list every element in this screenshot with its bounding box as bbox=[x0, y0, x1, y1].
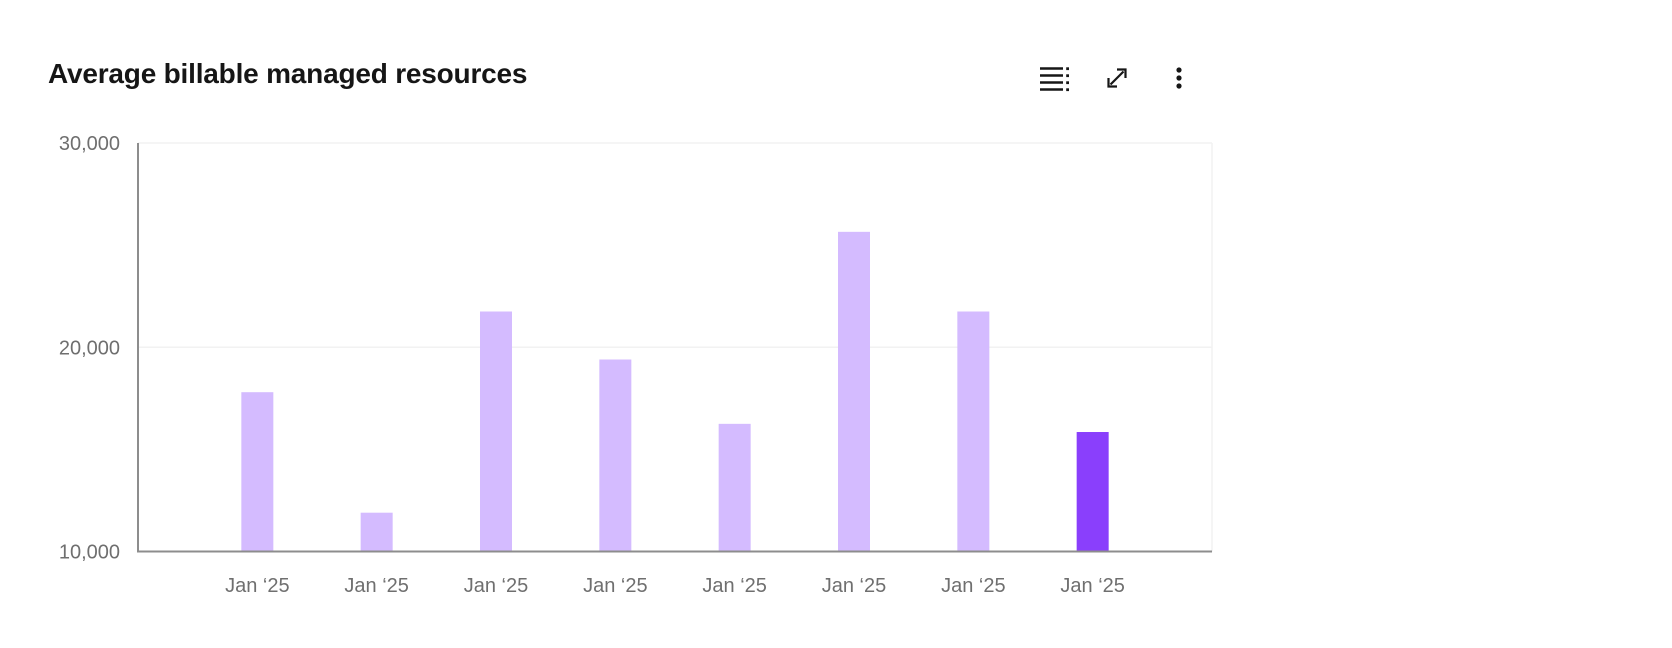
bar[interactable] bbox=[360, 512, 393, 552]
x-axis-tick-label: Jan ‘25 bbox=[464, 575, 529, 597]
chart-title: Average billable managed resources bbox=[48, 58, 528, 89]
bar-highlighted[interactable] bbox=[1076, 432, 1109, 552]
bar[interactable] bbox=[241, 392, 274, 552]
x-axis-tick-label: Jan ‘25 bbox=[225, 575, 290, 597]
expand-chart-button[interactable] bbox=[1097, 59, 1137, 99]
x-axis-tick-label: Jan ‘25 bbox=[702, 575, 767, 597]
x-axis-tick-label: Jan ‘25 bbox=[583, 575, 648, 597]
overflow-menu-icon bbox=[1163, 62, 1195, 97]
bar[interactable] bbox=[480, 311, 512, 552]
y-axis-tick-label: 30,000 bbox=[59, 133, 120, 155]
show-data-table-button[interactable] bbox=[1034, 59, 1074, 99]
expand-icon bbox=[1101, 62, 1133, 97]
bar[interactable] bbox=[957, 311, 990, 552]
bar[interactable] bbox=[718, 423, 751, 552]
x-axis-tick-label: Jan ‘25 bbox=[822, 575, 887, 597]
y-axis-tick-label: 20,000 bbox=[59, 337, 120, 359]
x-axis-tick-label: Jan ‘25 bbox=[1060, 575, 1125, 597]
x-axis-tick-label: Jan ‘25 bbox=[344, 575, 409, 597]
bar[interactable] bbox=[599, 359, 632, 552]
overflow-menu-button[interactable] bbox=[1159, 59, 1199, 99]
bar[interactable] bbox=[838, 231, 870, 552]
x-axis-tick-label: Jan ‘25 bbox=[941, 575, 1006, 597]
data-table-icon bbox=[1038, 62, 1070, 97]
y-axis-tick-label: 10,000 bbox=[59, 542, 120, 564]
